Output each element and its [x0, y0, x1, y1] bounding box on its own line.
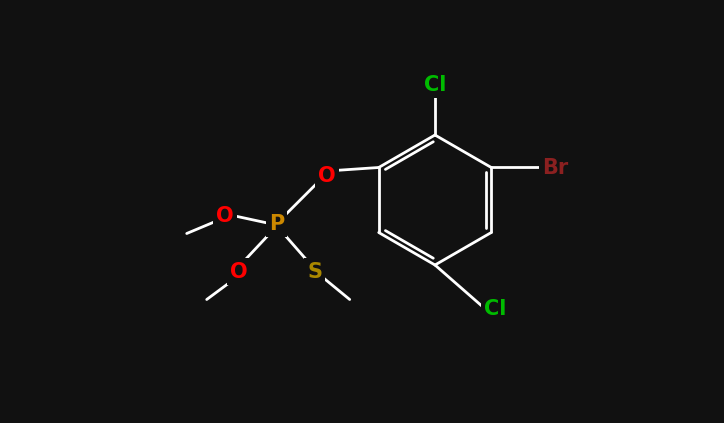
Text: O: O	[318, 165, 335, 186]
Text: Br: Br	[542, 157, 568, 178]
Text: S: S	[307, 261, 322, 281]
Text: Cl: Cl	[484, 299, 506, 319]
Text: P: P	[269, 214, 285, 233]
Text: O: O	[216, 206, 234, 225]
Text: Cl: Cl	[424, 75, 446, 95]
Text: O: O	[230, 261, 248, 281]
